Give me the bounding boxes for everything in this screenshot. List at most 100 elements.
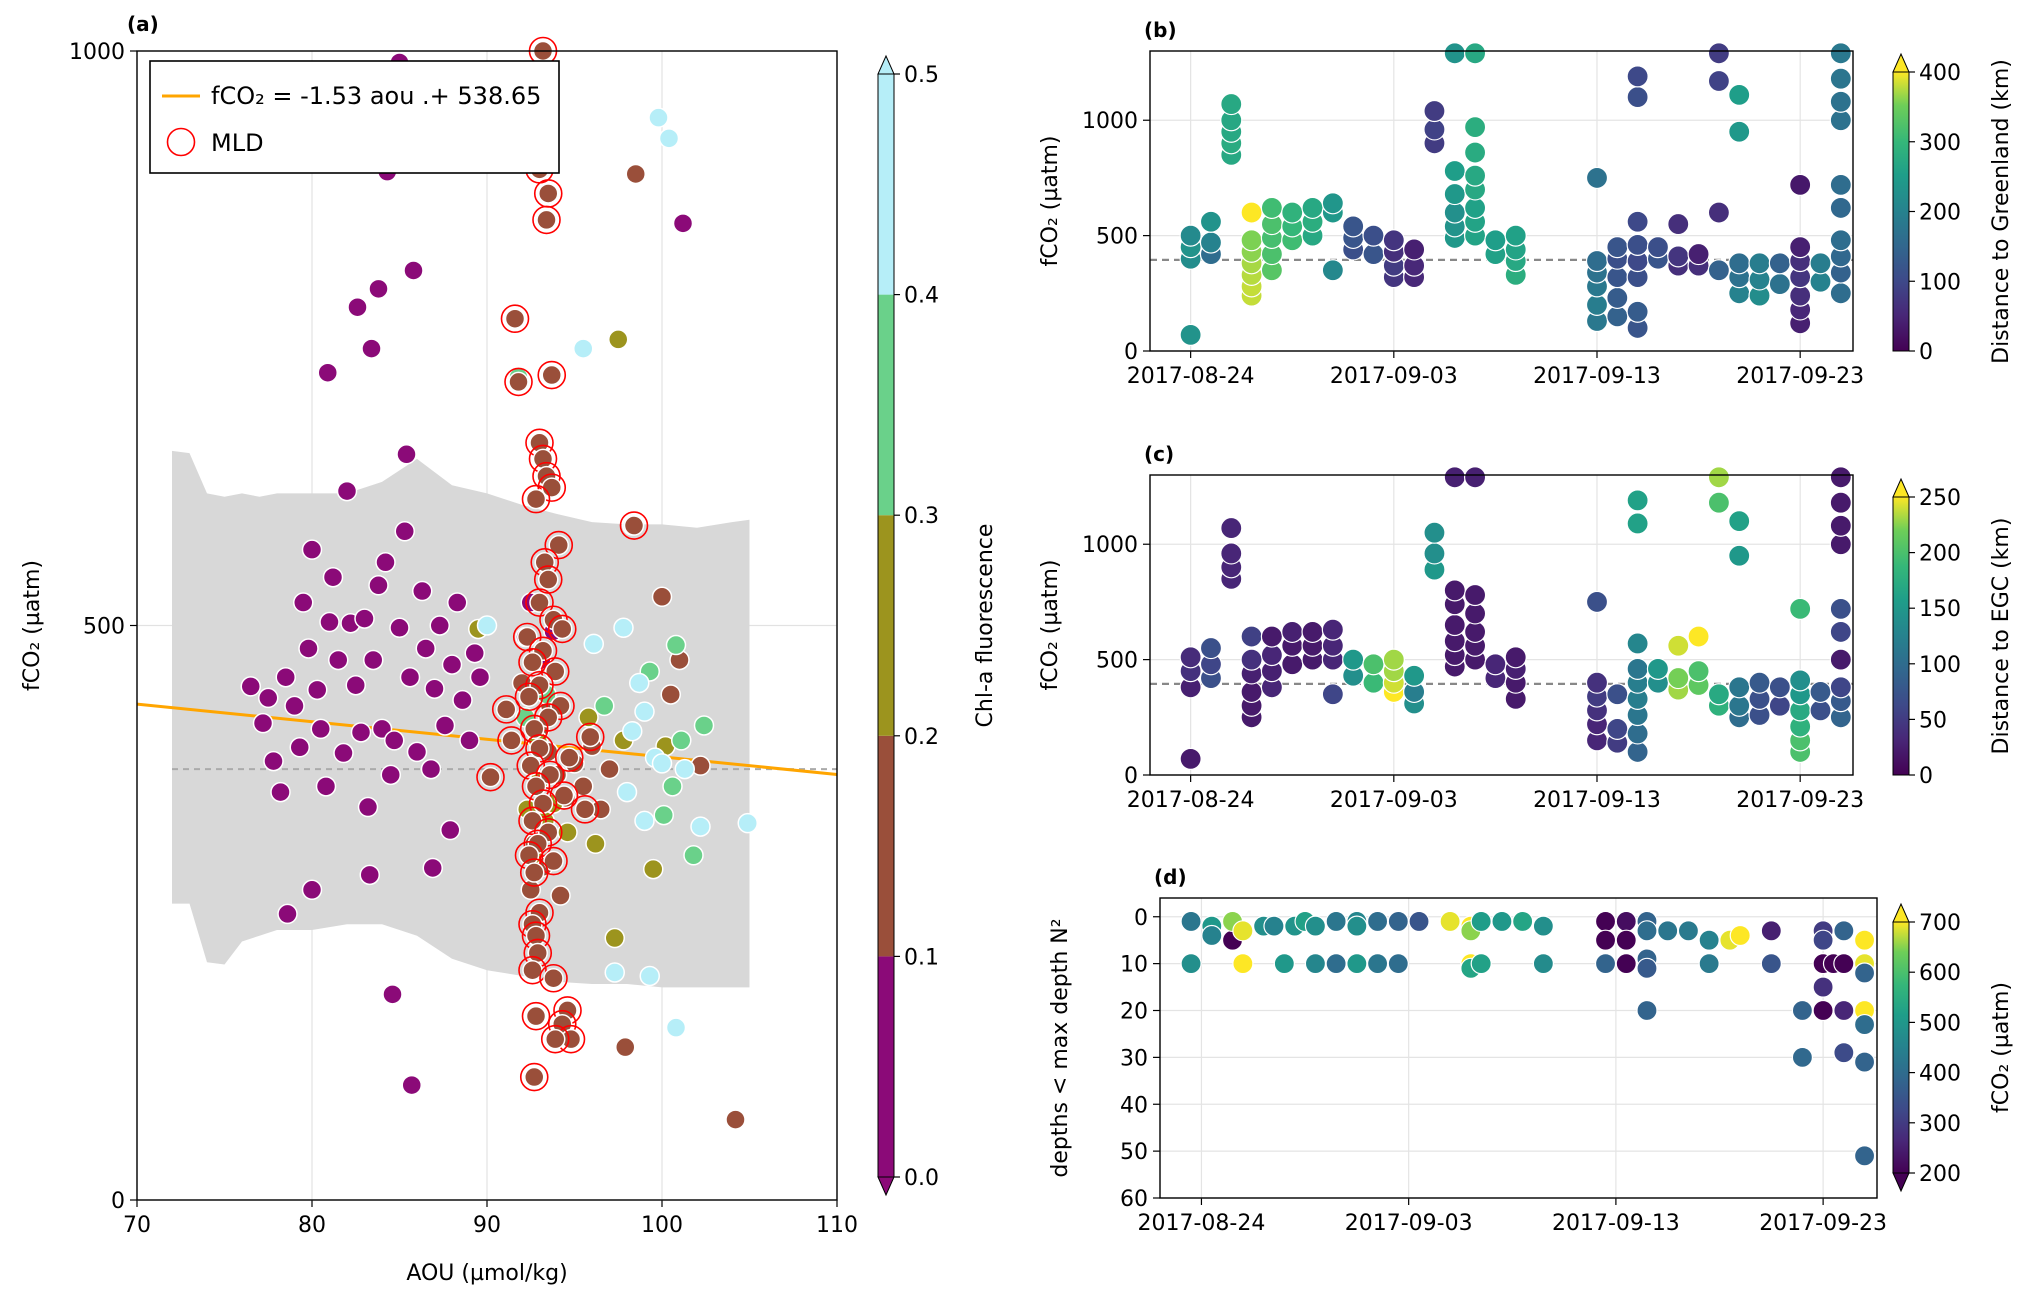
data-point-d xyxy=(1273,953,1295,975)
colorbar-tick-label-d: 300 xyxy=(1919,1112,1961,1137)
data-point-b xyxy=(1707,42,1731,65)
data-point-a xyxy=(317,362,338,383)
x-axis-label-a: AOU (µmol/kg) xyxy=(406,1261,567,1286)
x-tick-label-b: 2017-09-23 xyxy=(1736,364,1864,389)
data-point-c xyxy=(1707,683,1731,706)
x-tick-label-b: 2017-09-13 xyxy=(1533,364,1661,389)
mld-marker xyxy=(546,691,575,721)
data-point-a xyxy=(534,552,555,573)
x-tick-label-d: 2017-09-23 xyxy=(1759,1211,1887,1236)
data-point-b xyxy=(1829,229,1852,252)
data-point-a xyxy=(634,701,655,722)
data-point-a xyxy=(524,1066,545,1088)
data-point-a xyxy=(459,730,480,751)
data-point-b xyxy=(1809,270,1832,293)
mld-marker xyxy=(518,806,547,836)
data-point-a xyxy=(396,444,417,465)
mld-marker xyxy=(518,955,547,985)
data-point-a xyxy=(604,927,625,949)
colorbar-tick-label-a: 0.2 xyxy=(904,725,939,750)
data-point-d xyxy=(1698,929,1720,951)
data-point-d xyxy=(1325,953,1347,975)
data-point-b xyxy=(1626,233,1649,256)
data-point-b xyxy=(1423,118,1446,141)
data-point-b xyxy=(1667,212,1690,236)
data-point-a xyxy=(671,730,692,751)
data-point-c xyxy=(1321,618,1344,641)
data-point-b xyxy=(1463,164,1487,187)
mld-marker xyxy=(549,781,579,810)
data-point-b xyxy=(1626,86,1649,109)
data-point-a xyxy=(525,488,547,510)
x-tick-label-c: 2017-09-23 xyxy=(1736,788,1864,813)
y-tick-label-c: 0 xyxy=(1124,764,1138,789)
legend-circle-swatch xyxy=(166,127,196,157)
data-point-b xyxy=(1707,69,1731,93)
data-point-d xyxy=(1812,976,1834,998)
data-point-a xyxy=(270,781,291,803)
x-tick-label-a: 100 xyxy=(641,1213,683,1238)
data-point-a xyxy=(690,816,711,837)
data-point-b xyxy=(1646,236,1670,259)
data-point-c xyxy=(1382,648,1405,671)
data-point-b xyxy=(1606,266,1629,289)
data-point-a xyxy=(240,676,261,697)
data-point-d xyxy=(1791,1046,1813,1068)
colorbar-extend-high-d xyxy=(1892,902,1910,923)
panel-b: 2017-08-24 2017-09-03 2017-09-13 2017-09-23… xyxy=(1038,18,2014,389)
colorbar-bin-a xyxy=(878,74,894,295)
data-point-c xyxy=(1829,676,1852,699)
colorbar-frame-d xyxy=(1892,921,1910,1174)
data-point-a xyxy=(375,552,396,573)
data-point-d xyxy=(1833,999,1855,1022)
data-point-c xyxy=(1321,683,1344,706)
data-point-a xyxy=(541,364,562,386)
data-point-a xyxy=(583,633,604,655)
mld-marker xyxy=(570,795,600,824)
data-point-a xyxy=(293,592,314,613)
data-point-b xyxy=(1768,252,1791,275)
legend-entry-mld: MLD xyxy=(211,129,264,157)
data-point-c xyxy=(1199,636,1223,660)
plot-frame-c xyxy=(1149,474,1854,776)
mld-marker xyxy=(476,762,505,792)
data-point-c xyxy=(1829,466,1852,489)
data-point-d xyxy=(1346,953,1368,975)
data-point-a xyxy=(522,810,543,832)
data-point-d xyxy=(1833,953,1855,975)
data-point-c xyxy=(1829,533,1852,556)
data-point-a xyxy=(599,758,620,780)
mld-marker xyxy=(539,963,568,993)
colorbar-tick-label-b: 400 xyxy=(1919,61,1961,86)
data-point-a xyxy=(389,617,410,639)
data-point-a xyxy=(541,477,562,498)
data-point-c xyxy=(1443,466,1466,489)
data-point-a xyxy=(559,747,580,768)
data-point-d xyxy=(1346,915,1368,937)
data-point-d xyxy=(1812,999,1834,1022)
data-point-c xyxy=(1626,740,1649,764)
mld-marker xyxy=(575,722,605,752)
data-point-d xyxy=(1439,910,1461,933)
colorbar-tick-label-b: 200 xyxy=(1919,201,1961,226)
colorbar-tick-label-d: 500 xyxy=(1919,1011,1961,1036)
data-point-a xyxy=(522,652,543,673)
data-point-d xyxy=(1594,953,1617,975)
y-axis-label-c: fCO₂ (µatm) xyxy=(1038,560,1063,691)
data-point-d xyxy=(1853,929,1876,951)
colorbar-tick-label-a: 0.5 xyxy=(904,63,939,88)
data-point-d xyxy=(1304,953,1327,975)
x-tick-label-d: 2017-09-13 xyxy=(1552,1211,1680,1236)
data-point-d xyxy=(1512,910,1534,933)
data-point-c xyxy=(1403,664,1426,687)
data-point-d xyxy=(1232,953,1254,975)
mld-marker xyxy=(619,511,649,540)
data-point-b xyxy=(1585,293,1609,316)
data-point-a xyxy=(412,580,433,602)
plot-frame-b xyxy=(1149,50,1854,352)
colorbar-label-a: Chl-a fluorescence xyxy=(973,524,998,728)
data-point-a xyxy=(354,608,375,629)
mld-marker xyxy=(519,858,549,887)
data-point-c xyxy=(1768,694,1791,717)
data-point-c xyxy=(1342,648,1365,671)
